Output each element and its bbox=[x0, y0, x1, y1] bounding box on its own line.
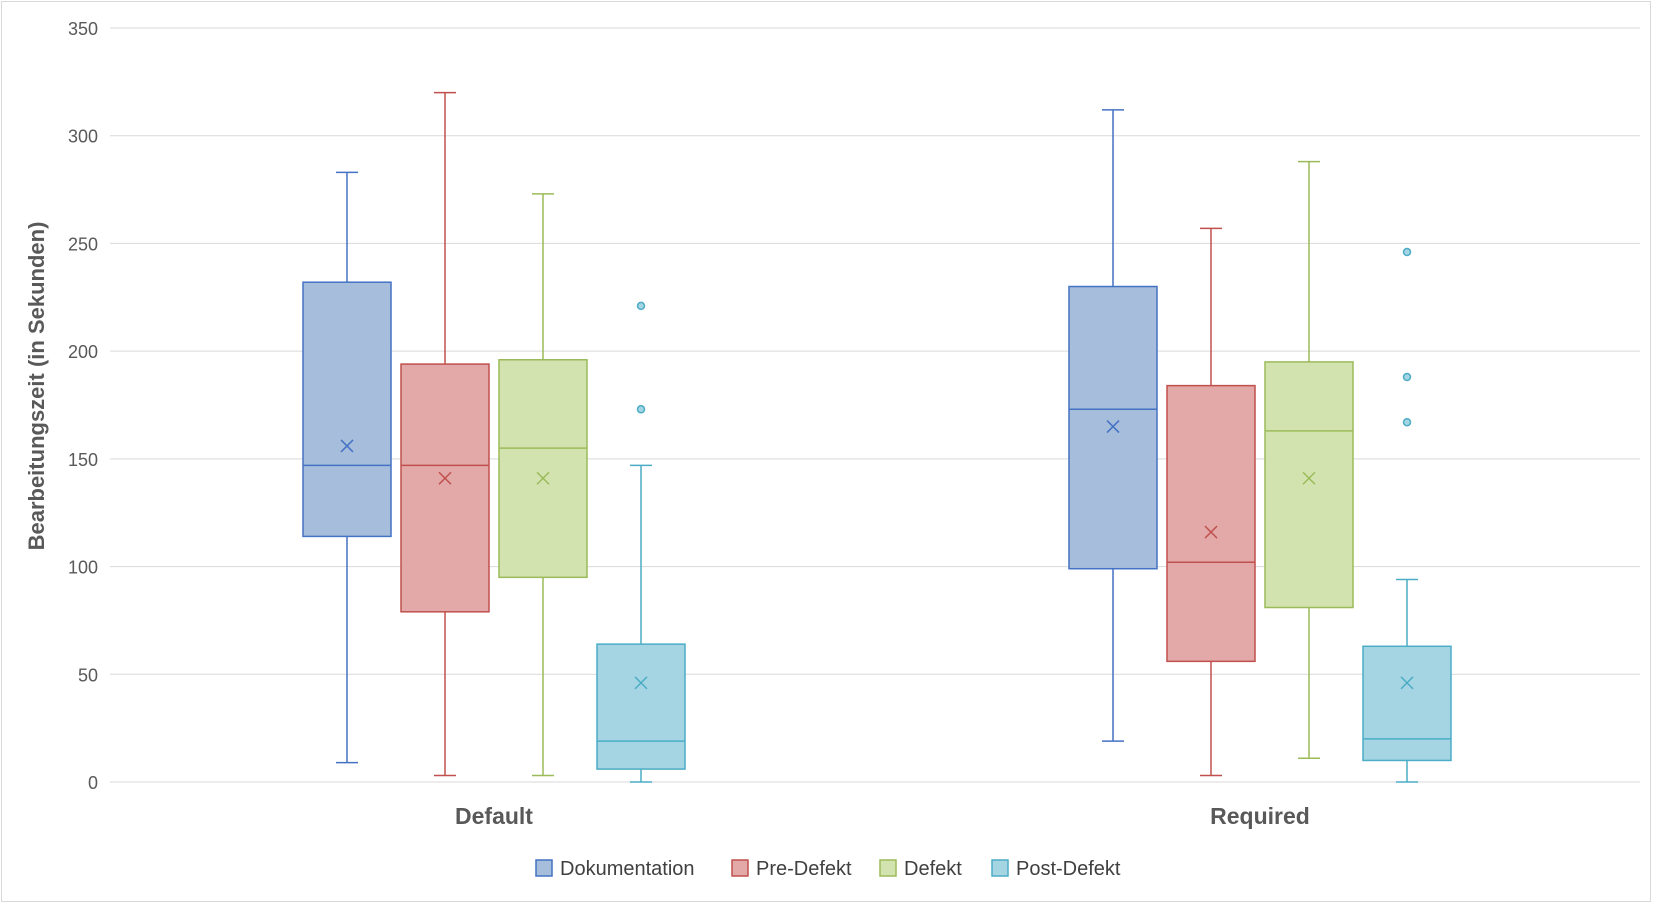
iqr-box bbox=[400, 363, 490, 613]
legend-label: Defekt bbox=[904, 858, 962, 880]
y-tick-label: 350 bbox=[68, 19, 98, 39]
legend-swatch bbox=[991, 859, 1009, 877]
legend-item: Defekt bbox=[879, 858, 962, 880]
legend-swatch bbox=[535, 859, 553, 877]
iqr-box bbox=[498, 359, 588, 579]
y-tick-label: 100 bbox=[68, 558, 98, 578]
y-tick-label: 200 bbox=[68, 342, 98, 362]
x-category-label: Required bbox=[1210, 803, 1310, 829]
outlier-point bbox=[636, 301, 646, 311]
y-axis-ticks: 0 50 100 150 200 250 300 350 bbox=[68, 19, 98, 793]
legend: Dokumentation Pre-Defekt Defekt Post-Defekt bbox=[535, 858, 1121, 880]
x-axis-categories: Default Required bbox=[455, 803, 1310, 829]
box-dokumentation-default bbox=[302, 171, 392, 764]
legend-label: Post-Defekt bbox=[1016, 858, 1121, 880]
box-dokumentation-required bbox=[1068, 109, 1158, 742]
mean-marker bbox=[634, 676, 648, 690]
y-tick-label: 150 bbox=[68, 450, 98, 470]
iqr-box bbox=[596, 643, 686, 770]
iqr-box bbox=[302, 281, 392, 538]
x-category-label: Default bbox=[455, 803, 533, 829]
legend-item: Post-Defekt bbox=[991, 858, 1121, 880]
mean-marker bbox=[438, 471, 452, 485]
legend-label: Pre-Defekt bbox=[756, 858, 852, 880]
legend-label: Dokumentation bbox=[560, 858, 695, 880]
box-defekt-default bbox=[498, 193, 588, 777]
legend-swatch bbox=[731, 859, 749, 877]
y-tick-label: 0 bbox=[88, 773, 98, 793]
outlier-point bbox=[636, 405, 646, 414]
mean-marker bbox=[1106, 420, 1120, 434]
y-tick-label: 250 bbox=[68, 234, 98, 254]
outlier-point bbox=[1402, 372, 1412, 382]
box-pre-defekt-required bbox=[1166, 227, 1256, 777]
box-pre-defekt-default bbox=[400, 91, 490, 777]
mean-marker bbox=[1302, 471, 1316, 485]
box-post-defekt-required bbox=[1362, 247, 1452, 783]
y-tick-label: 300 bbox=[68, 127, 98, 147]
iqr-box bbox=[1362, 645, 1452, 762]
iqr-box bbox=[1166, 384, 1256, 663]
y-axis-label: Bearbeitungszeit (in Sekunden) bbox=[24, 222, 49, 551]
mean-marker bbox=[536, 471, 550, 485]
legend-swatch bbox=[879, 859, 897, 877]
mean-marker bbox=[340, 439, 354, 453]
legend-item: Dokumentation bbox=[535, 858, 695, 880]
outlier-point bbox=[1402, 247, 1412, 257]
box-defekt-required bbox=[1264, 160, 1354, 760]
iqr-box bbox=[1068, 285, 1158, 570]
mean-marker bbox=[1204, 525, 1218, 539]
legend-item: Pre-Defekt bbox=[731, 858, 852, 880]
mean-marker bbox=[1400, 676, 1414, 690]
outlier-point bbox=[1402, 417, 1412, 427]
iqr-box bbox=[1264, 361, 1354, 609]
box-post-defekt-default bbox=[596, 301, 686, 783]
y-tick-label: 50 bbox=[78, 665, 98, 685]
box-series bbox=[302, 91, 1452, 783]
